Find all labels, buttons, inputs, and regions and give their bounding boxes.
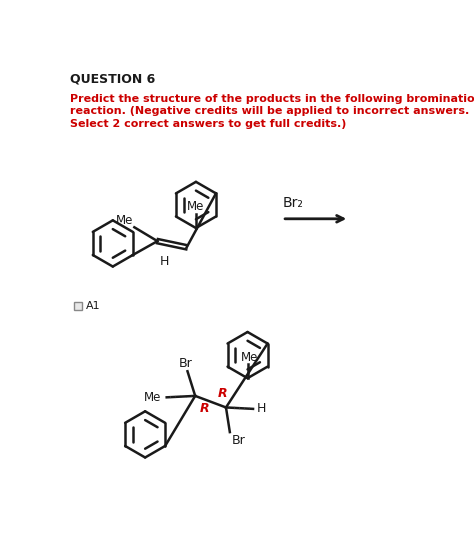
Text: Br₂: Br₂ bbox=[282, 195, 303, 210]
Text: H: H bbox=[257, 402, 266, 415]
Text: Me: Me bbox=[144, 391, 161, 404]
Text: Me: Me bbox=[187, 200, 205, 213]
Text: Me: Me bbox=[116, 213, 133, 226]
Text: Br: Br bbox=[231, 434, 245, 447]
Text: R: R bbox=[217, 387, 227, 400]
Text: Select 2 correct answers to get full credits.): Select 2 correct answers to get full cre… bbox=[70, 119, 346, 129]
Text: R: R bbox=[200, 402, 209, 415]
Text: Me: Me bbox=[240, 350, 258, 363]
Text: Predict the structure of the products in the following bromination: Predict the structure of the products in… bbox=[70, 94, 474, 104]
Text: A1: A1 bbox=[86, 301, 100, 311]
Text: QUESTION 6: QUESTION 6 bbox=[70, 72, 155, 85]
Text: reaction. (Negative credits will be applied to incorrect answers.: reaction. (Negative credits will be appl… bbox=[70, 106, 469, 117]
Text: H: H bbox=[160, 255, 169, 268]
Text: Br: Br bbox=[179, 357, 193, 370]
Bar bbox=[74, 302, 82, 309]
